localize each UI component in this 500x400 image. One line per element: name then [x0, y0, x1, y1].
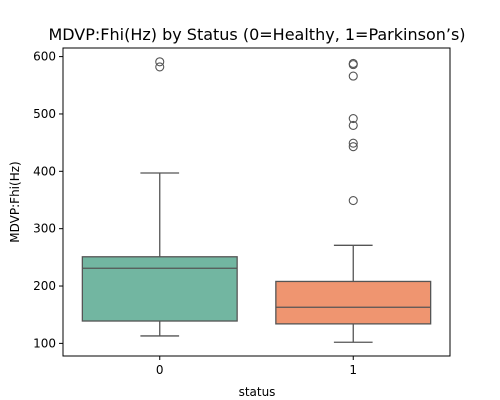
box-1	[276, 281, 431, 323]
y-tick-label-600: 600	[33, 50, 56, 64]
y-tick-label-200: 200	[33, 279, 56, 293]
y-tick-label-400: 400	[33, 164, 56, 178]
outlier-1-7	[349, 197, 357, 205]
outlier-1-2	[349, 72, 357, 80]
plot-area	[82, 58, 430, 342]
x-axis-label: status	[239, 385, 276, 399]
y-axis: 100 200 300 400 500 600	[33, 50, 63, 351]
y-tick-label-100: 100	[33, 336, 56, 350]
chart-title: MDVP:Fhi(Hz) by Status (0=Healthy, 1=Par…	[48, 25, 465, 44]
y-axis-label: MDVP:Fhi(Hz)	[8, 161, 22, 242]
x-tick-label-1: 1	[349, 363, 357, 377]
outlier-0-1	[156, 63, 164, 71]
y-tick-label-300: 300	[33, 222, 56, 236]
x-tick-label-0: 0	[156, 363, 164, 377]
y-tick-label-500: 500	[33, 107, 56, 121]
box-0	[82, 257, 237, 321]
